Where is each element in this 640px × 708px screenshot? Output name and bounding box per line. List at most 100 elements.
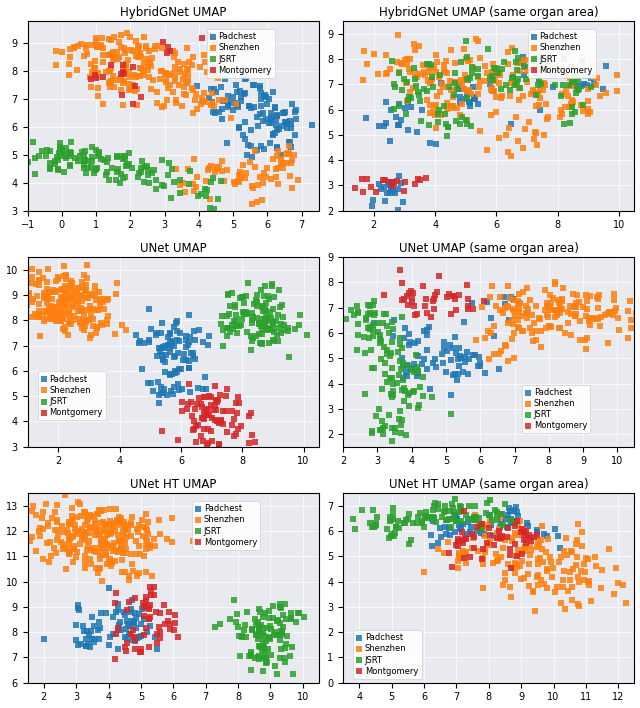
- JSRT: [257, 629, 268, 640]
- JSRT: [242, 309, 252, 320]
- JSRT: [83, 155, 93, 166]
- JSRT: [95, 154, 106, 165]
- JSRT: [449, 507, 460, 518]
- Shenzhen: [566, 595, 577, 606]
- Padchest: [405, 336, 415, 348]
- Shenzhen: [591, 79, 601, 91]
- Shenzhen: [77, 305, 88, 316]
- Shenzhen: [34, 275, 44, 286]
- Padchest: [152, 350, 163, 362]
- Shenzhen: [84, 332, 95, 343]
- Shenzhen: [558, 582, 568, 593]
- Shenzhen: [143, 541, 154, 552]
- JSRT: [254, 317, 264, 329]
- JSRT: [550, 79, 560, 91]
- Padchest: [398, 373, 408, 384]
- Padchest: [264, 93, 275, 105]
- Padchest: [223, 100, 233, 111]
- JSRT: [493, 67, 503, 79]
- Shenzhen: [574, 296, 584, 307]
- JSRT: [427, 72, 437, 83]
- JSRT: [261, 314, 271, 326]
- Shenzhen: [503, 558, 513, 569]
- Shenzhen: [58, 543, 68, 554]
- JSRT: [501, 79, 511, 90]
- Shenzhen: [52, 306, 62, 317]
- JSRT: [102, 156, 113, 168]
- Shenzhen: [558, 574, 568, 586]
- Shenzhen: [28, 532, 38, 543]
- JSRT: [385, 348, 396, 359]
- JSRT: [218, 340, 228, 351]
- Shenzhen: [84, 72, 95, 83]
- Padchest: [462, 88, 472, 100]
- Montgomery: [202, 404, 212, 415]
- Padchest: [580, 70, 590, 81]
- JSRT: [92, 162, 102, 173]
- JSRT: [397, 311, 407, 322]
- Shenzhen: [91, 40, 101, 51]
- JSRT: [475, 520, 485, 532]
- JSRT: [250, 653, 260, 664]
- Shenzhen: [141, 509, 151, 520]
- JSRT: [412, 365, 422, 376]
- Shenzhen: [108, 521, 118, 532]
- Padchest: [531, 68, 541, 79]
- Shenzhen: [429, 62, 439, 73]
- JSRT: [276, 626, 286, 637]
- JSRT: [65, 147, 75, 158]
- JSRT: [499, 56, 509, 67]
- Shenzhen: [159, 101, 169, 112]
- Shenzhen: [461, 114, 472, 125]
- JSRT: [387, 392, 397, 403]
- JSRT: [462, 118, 472, 130]
- JSRT: [102, 166, 113, 178]
- Legend: Padchest, Shenzhen, JSRT, Montgomery: Padchest, Shenzhen, JSRT, Montgomery: [528, 29, 596, 78]
- Padchest: [424, 137, 435, 149]
- JSRT: [410, 73, 420, 84]
- Shenzhen: [556, 104, 566, 115]
- Shenzhen: [566, 94, 577, 105]
- Shenzhen: [292, 174, 303, 185]
- Shenzhen: [516, 555, 527, 566]
- Shenzhen: [72, 512, 83, 523]
- Padchest: [494, 363, 504, 375]
- Padchest: [506, 516, 516, 527]
- JSRT: [386, 388, 396, 399]
- Shenzhen: [73, 496, 83, 508]
- Montgomery: [203, 423, 213, 435]
- Shenzhen: [68, 540, 79, 552]
- JSRT: [261, 305, 271, 316]
- JSRT: [350, 524, 360, 535]
- Padchest: [511, 501, 521, 513]
- JSRT: [80, 154, 90, 166]
- Shenzhen: [182, 42, 192, 54]
- Padchest: [113, 624, 124, 635]
- Shenzhen: [90, 530, 100, 541]
- JSRT: [263, 643, 273, 654]
- Shenzhen: [109, 555, 120, 566]
- Montgomery: [421, 173, 431, 184]
- Shenzhen: [75, 303, 85, 314]
- Shenzhen: [23, 278, 33, 289]
- Padchest: [461, 93, 472, 105]
- JSRT: [573, 83, 584, 94]
- Padchest: [468, 93, 479, 104]
- JSRT: [239, 309, 249, 320]
- Padchest: [209, 84, 220, 95]
- JSRT: [412, 361, 422, 372]
- JSRT: [391, 521, 401, 532]
- Shenzhen: [85, 300, 95, 312]
- JSRT: [205, 202, 216, 214]
- Shenzhen: [531, 300, 541, 312]
- Shenzhen: [625, 295, 635, 307]
- Shenzhen: [124, 575, 134, 586]
- JSRT: [255, 285, 266, 296]
- JSRT: [254, 641, 264, 652]
- Shenzhen: [515, 323, 525, 334]
- Shenzhen: [69, 42, 79, 54]
- Shenzhen: [527, 309, 538, 321]
- Shenzhen: [484, 536, 495, 547]
- Padchest: [422, 329, 432, 341]
- Shenzhen: [285, 171, 295, 182]
